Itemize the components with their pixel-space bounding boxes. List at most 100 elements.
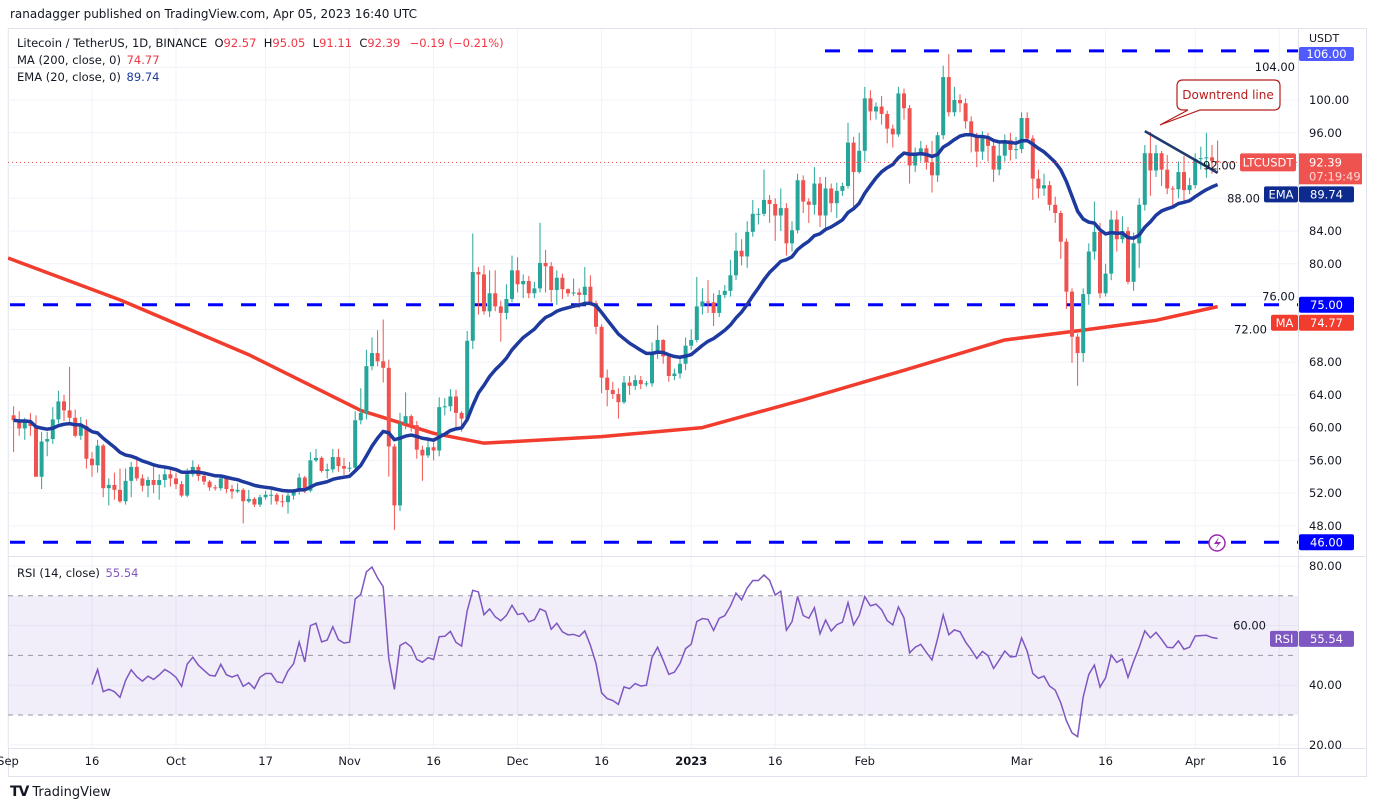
candle[interactable]	[510, 255, 514, 303]
candle[interactable]	[426, 439, 430, 458]
candle[interactable]	[588, 275, 593, 306]
candle[interactable]	[633, 375, 638, 390]
candle[interactable]	[1008, 132, 1013, 161]
candle[interactable]	[101, 443, 106, 498]
candle[interactable]	[778, 188, 783, 232]
callout-box[interactable]	[1159, 79, 1281, 126]
candle[interactable]	[683, 337, 688, 371]
candle[interactable]	[739, 239, 744, 266]
candle[interactable]	[694, 276, 699, 343]
candle[interactable]	[1081, 288, 1086, 363]
candle[interactable]	[918, 140, 923, 162]
candle[interactable]	[325, 463, 330, 479]
candle[interactable]	[213, 484, 218, 491]
candle[interactable]	[829, 183, 834, 213]
candle[interactable]	[17, 411, 22, 436]
candle[interactable]	[700, 288, 705, 315]
candle[interactable]	[140, 474, 145, 492]
candle[interactable]	[218, 476, 223, 491]
candle[interactable]	[1047, 181, 1052, 211]
candle[interactable]	[521, 274, 526, 299]
candle[interactable]	[314, 448, 318, 462]
candle[interactable]	[1042, 173, 1046, 196]
candle[interactable]	[263, 490, 268, 500]
candle[interactable]	[168, 468, 173, 487]
candle[interactable]	[806, 198, 811, 223]
candle[interactable]	[538, 222, 542, 293]
candle[interactable]	[246, 489, 251, 503]
candle[interactable]	[1165, 154, 1170, 195]
candle[interactable]	[504, 284, 509, 320]
candle[interactable]	[1019, 112, 1024, 154]
candle[interactable]	[403, 392, 408, 430]
candle[interactable]	[162, 468, 167, 488]
candle[interactable]	[442, 398, 447, 416]
candle[interactable]	[106, 478, 111, 506]
candle[interactable]	[1053, 196, 1058, 223]
candle[interactable]	[638, 376, 643, 390]
candle[interactable]	[885, 110, 890, 144]
downtrend-line[interactable]	[1144, 130, 1219, 174]
candle[interactable]	[672, 368, 677, 381]
candle[interactable]	[414, 421, 419, 459]
candle[interactable]	[930, 140, 934, 193]
candle[interactable]	[1075, 333, 1080, 386]
candle[interactable]	[1187, 177, 1192, 195]
ema-price-badge[interactable]: 89.74	[1299, 186, 1354, 203]
candle[interactable]	[1159, 150, 1164, 186]
candle[interactable]	[1064, 238, 1069, 309]
candle[interactable]	[224, 476, 229, 494]
candle[interactable]	[386, 359, 391, 477]
candle[interactable]	[241, 488, 246, 524]
candle[interactable]	[493, 270, 498, 312]
candle[interactable]	[991, 140, 996, 182]
candle[interactable]	[605, 369, 610, 407]
candle[interactable]	[750, 199, 755, 237]
candle[interactable]	[375, 330, 380, 367]
candle[interactable]	[650, 342, 654, 387]
candle[interactable]	[347, 461, 352, 472]
candle[interactable]	[235, 483, 240, 494]
ema-tag[interactable]: EMA	[1264, 186, 1298, 203]
candle[interactable]	[678, 357, 682, 379]
candle[interactable]	[252, 497, 257, 508]
candle[interactable]	[50, 407, 55, 444]
candle[interactable]	[834, 182, 839, 218]
candle[interactable]	[134, 456, 139, 481]
candle[interactable]	[498, 300, 503, 342]
legend-ema-row[interactable]: EMA (20, close, 0) 89.74	[17, 70, 159, 84]
candle[interactable]	[258, 494, 262, 508]
candle[interactable]	[857, 132, 862, 174]
candle[interactable]	[1086, 243, 1091, 305]
candle[interactable]	[1002, 134, 1007, 162]
candle[interactable]	[39, 431, 44, 490]
candle[interactable]	[476, 267, 481, 315]
candle[interactable]	[470, 233, 475, 349]
lightning-icon[interactable]	[1208, 534, 1226, 552]
candle[interactable]	[1070, 288, 1074, 363]
symbol-tag[interactable]: LTCUSDT	[1240, 153, 1296, 172]
candle[interactable]	[157, 474, 162, 500]
candle[interactable]	[627, 376, 632, 395]
candle[interactable]	[734, 232, 738, 281]
candle[interactable]	[1170, 185, 1175, 209]
candle[interactable]	[801, 175, 806, 214]
candle[interactable]	[465, 330, 470, 422]
candle[interactable]	[840, 182, 845, 196]
candle[interactable]	[706, 280, 710, 313]
candle[interactable]	[56, 390, 61, 424]
candle[interactable]	[319, 456, 324, 473]
candle[interactable]	[756, 208, 761, 225]
candle[interactable]	[790, 221, 794, 252]
candle[interactable]	[330, 448, 335, 473]
candle[interactable]	[851, 136, 856, 211]
candle[interactable]	[370, 337, 374, 371]
candle[interactable]	[342, 457, 346, 476]
candle[interactable]	[1176, 161, 1181, 199]
candle[interactable]	[812, 167, 817, 215]
candle[interactable]	[1114, 210, 1119, 252]
candle[interactable]	[543, 249, 548, 293]
candle[interactable]	[1109, 210, 1114, 281]
candle[interactable]	[353, 411, 358, 471]
rsi-tag[interactable]: RSI	[1270, 630, 1298, 647]
